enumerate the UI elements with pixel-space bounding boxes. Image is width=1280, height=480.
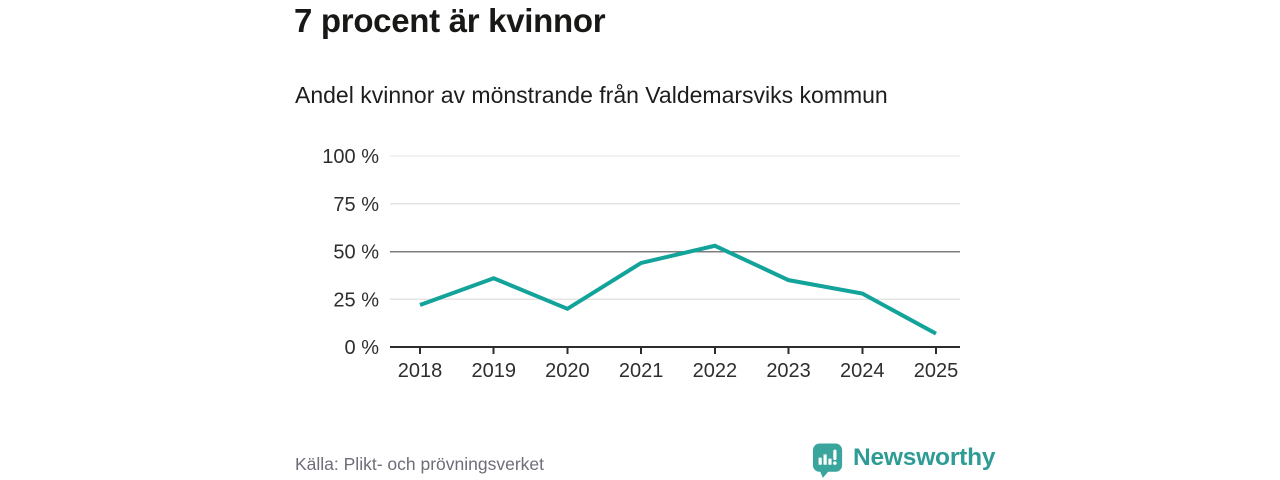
x-axis-label: 2022 <box>693 360 738 382</box>
bubble-shape <box>812 443 843 472</box>
y-axis-label: 100 % <box>322 146 379 168</box>
bar-chart-glyph <box>818 449 837 465</box>
x-axis-label: 2019 <box>471 360 516 382</box>
y-axis-label: 25 % <box>333 289 379 311</box>
x-axis-label: 2021 <box>619 360 664 382</box>
y-axis-label: 50 % <box>333 242 379 264</box>
trend-line <box>419 243 937 336</box>
bubble-tail <box>819 469 830 478</box>
x-axis-label: 2024 <box>840 360 885 382</box>
source-note: Källa: Plikt- och prövningsverket <box>295 454 544 474</box>
y-axis-label: 75 % <box>333 194 379 216</box>
newsworthy-logo-text: Newsworthy <box>853 444 996 471</box>
x-axis-label: 2020 <box>545 360 590 382</box>
chart-subtitle: Andel kvinnor av mönstrande från Valdema… <box>295 82 888 108</box>
headline: 7 procent är kvinnor <box>294 2 606 39</box>
x-axis-label: 2023 <box>766 360 811 382</box>
x-axis-label: 2018 <box>398 360 443 382</box>
newsworthy-bubble-icon <box>812 443 843 478</box>
x-axis-label: 2025 <box>914 360 959 382</box>
y-axis-label: 0 % <box>345 337 380 359</box>
line-chart: 0 % 25 % 50 % 75 % 100 % 2018 2019 2020 2021 2022… <box>322 146 960 382</box>
newsworthy-logo: Newsworthy <box>812 441 996 479</box>
